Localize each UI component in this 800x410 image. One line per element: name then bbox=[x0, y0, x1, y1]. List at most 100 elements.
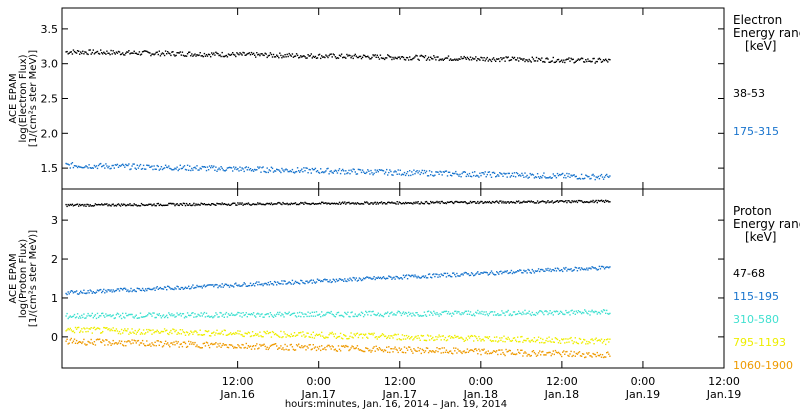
data-point bbox=[148, 203, 150, 205]
data-point bbox=[360, 311, 363, 313]
data-point bbox=[151, 165, 153, 167]
data-point bbox=[331, 281, 333, 283]
data-point bbox=[268, 332, 270, 334]
data-point bbox=[108, 341, 110, 343]
data-point bbox=[386, 346, 388, 348]
data-point bbox=[398, 278, 400, 280]
data-point bbox=[546, 269, 548, 271]
data-point bbox=[102, 53, 104, 55]
data-point bbox=[302, 202, 304, 204]
data-point bbox=[221, 344, 223, 347]
data-point bbox=[260, 53, 262, 55]
data-point bbox=[587, 353, 589, 355]
data-point bbox=[474, 315, 476, 317]
data-point bbox=[476, 59, 478, 62]
data-point bbox=[382, 170, 385, 172]
data-point bbox=[573, 174, 575, 176]
data-point bbox=[336, 336, 339, 338]
data-point bbox=[94, 166, 97, 168]
data-point bbox=[286, 283, 288, 285]
data-point bbox=[104, 167, 106, 169]
data-point bbox=[93, 53, 96, 55]
data-point bbox=[471, 314, 474, 317]
data-point bbox=[514, 271, 517, 273]
data-point bbox=[302, 171, 304, 173]
data-point bbox=[234, 346, 236, 348]
data-point bbox=[393, 202, 395, 204]
data-point bbox=[219, 333, 221, 335]
data-point bbox=[67, 53, 69, 55]
data-point bbox=[150, 203, 152, 205]
data-point bbox=[176, 342, 178, 345]
data-point bbox=[542, 269, 544, 271]
data-point bbox=[556, 338, 559, 341]
data-point bbox=[473, 274, 475, 277]
data-point bbox=[115, 314, 118, 316]
data-point bbox=[192, 55, 194, 57]
data-point bbox=[276, 345, 278, 347]
data-point bbox=[92, 343, 94, 345]
data-point bbox=[204, 316, 207, 318]
data-point bbox=[399, 202, 401, 204]
data-point bbox=[200, 202, 202, 204]
data-point bbox=[478, 348, 480, 350]
data-point bbox=[564, 174, 566, 177]
data-point bbox=[418, 350, 420, 352]
data-point bbox=[509, 201, 511, 203]
data-point bbox=[153, 287, 155, 289]
data-point bbox=[119, 205, 122, 207]
data-point bbox=[160, 317, 163, 319]
data-point bbox=[128, 50, 130, 52]
data-point bbox=[329, 203, 331, 205]
data-point bbox=[247, 331, 250, 333]
data-point bbox=[434, 275, 436, 278]
data-point bbox=[466, 56, 469, 59]
data-point bbox=[575, 341, 577, 343]
data-point bbox=[170, 202, 172, 205]
data-point bbox=[90, 205, 92, 207]
data-point bbox=[550, 60, 552, 63]
data-point bbox=[157, 330, 159, 333]
data-point bbox=[600, 338, 603, 340]
data-point bbox=[513, 172, 516, 174]
data-point bbox=[528, 353, 530, 356]
data-point bbox=[189, 288, 191, 290]
data-point bbox=[410, 337, 412, 339]
data-point bbox=[258, 313, 260, 315]
data-point bbox=[75, 290, 78, 292]
data-point bbox=[71, 290, 74, 292]
data-point bbox=[425, 339, 428, 342]
data-point bbox=[527, 60, 529, 63]
data-point bbox=[153, 332, 155, 334]
data-point bbox=[250, 348, 253, 350]
data-point bbox=[249, 168, 252, 170]
data-point bbox=[172, 169, 174, 171]
data-point bbox=[132, 342, 134, 344]
data-point bbox=[542, 174, 544, 177]
data-point bbox=[110, 344, 112, 346]
data-point bbox=[532, 350, 535, 352]
data-point bbox=[237, 168, 239, 170]
data-point bbox=[289, 336, 291, 338]
data-point bbox=[581, 341, 584, 343]
data-point bbox=[470, 314, 473, 316]
data-point bbox=[528, 310, 530, 312]
data-point bbox=[456, 58, 458, 60]
data-point bbox=[106, 339, 108, 341]
data-point bbox=[221, 167, 223, 169]
data-point bbox=[330, 310, 332, 313]
data-point bbox=[391, 58, 393, 61]
data-point bbox=[594, 200, 596, 203]
data-point bbox=[257, 333, 259, 335]
data-point bbox=[167, 204, 169, 206]
data-point bbox=[285, 336, 287, 338]
data-point bbox=[555, 351, 558, 353]
data-point bbox=[587, 58, 589, 60]
data-point bbox=[236, 332, 238, 335]
data-point bbox=[512, 337, 515, 339]
data-point bbox=[66, 293, 68, 296]
data-point bbox=[465, 351, 467, 354]
data-point bbox=[499, 314, 501, 316]
data-point bbox=[127, 164, 129, 167]
data-point bbox=[226, 316, 229, 318]
